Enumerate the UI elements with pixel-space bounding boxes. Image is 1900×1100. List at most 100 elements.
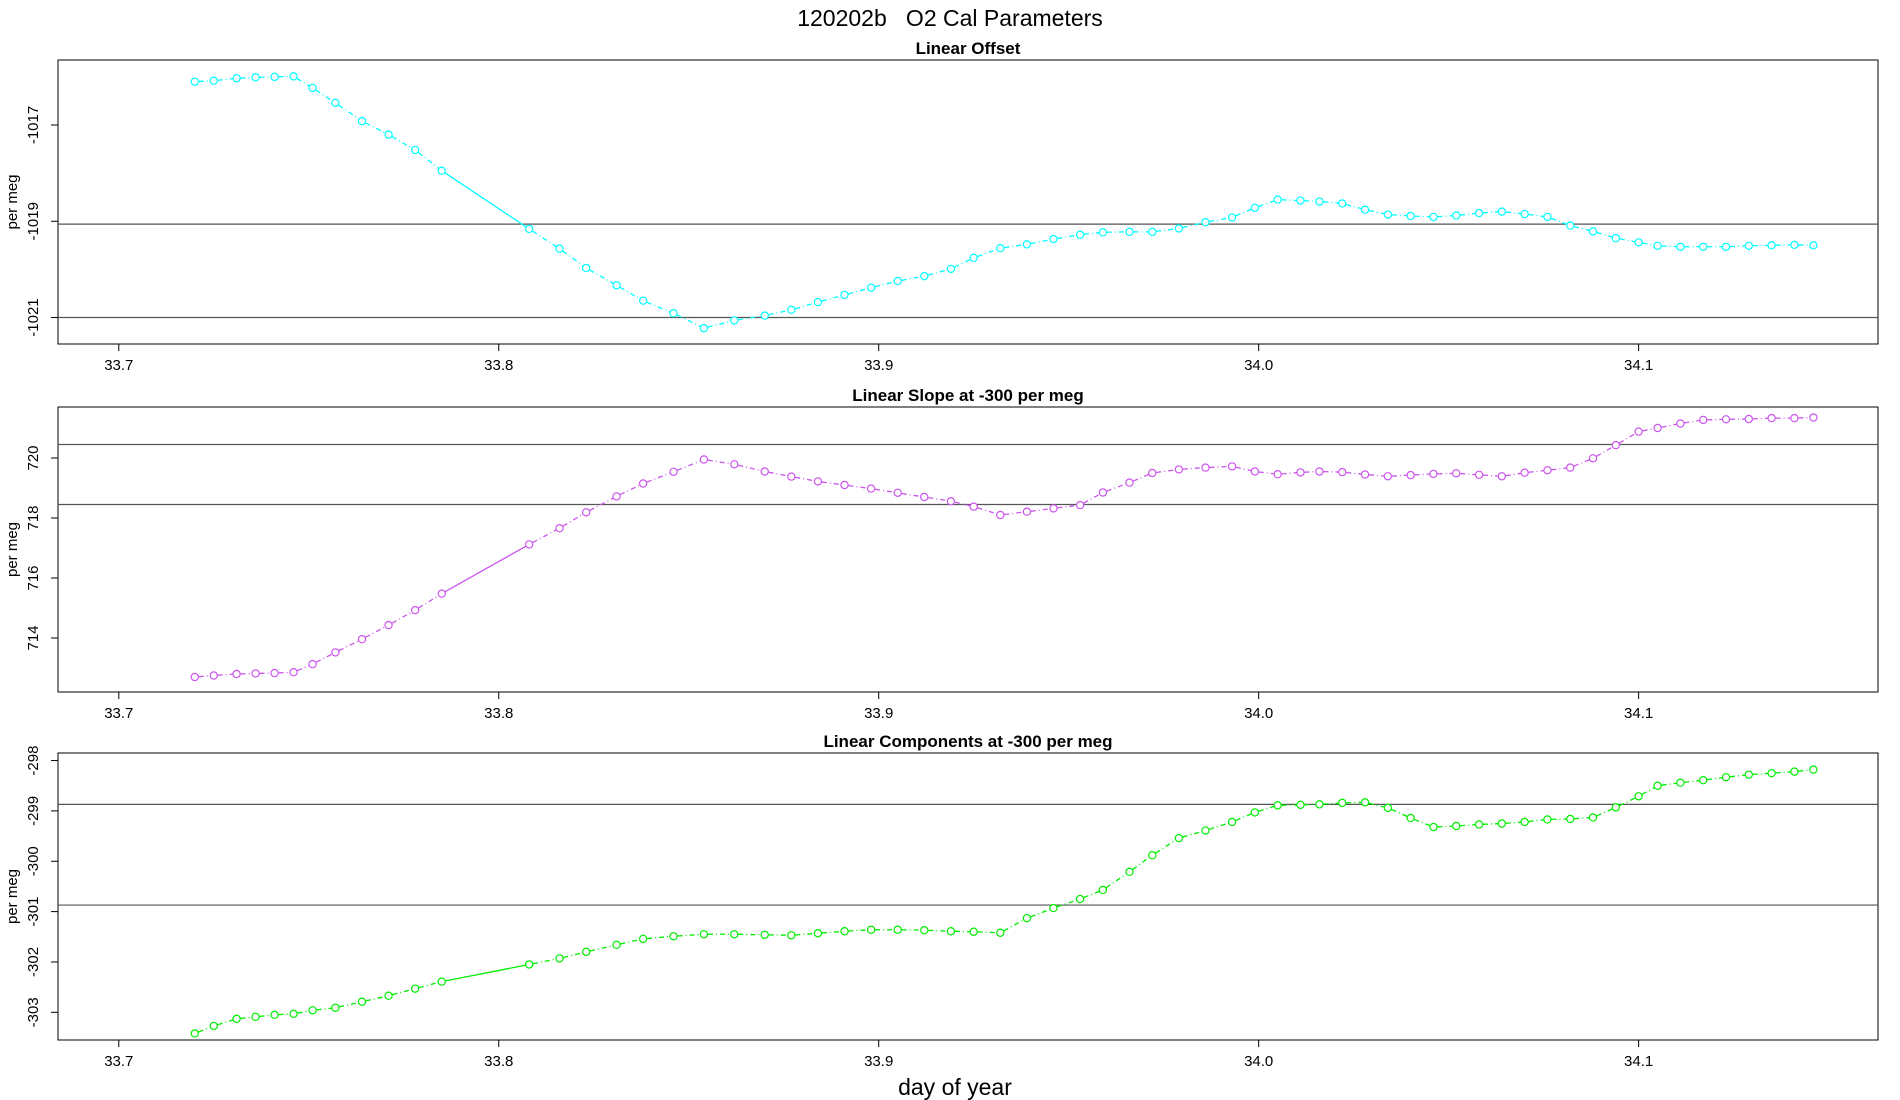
data-point	[699, 323, 709, 333]
data-point	[1566, 221, 1575, 230]
data-point	[1699, 242, 1708, 251]
series-segment	[441, 170, 530, 230]
data-point	[1383, 472, 1393, 481]
series-segment	[703, 319, 735, 329]
data-point	[893, 276, 902, 286]
data-point	[866, 283, 876, 292]
data-point	[1148, 468, 1157, 478]
data-point	[1383, 803, 1393, 813]
series-segment	[414, 593, 443, 611]
series-segment	[1102, 481, 1130, 494]
y-axis-label: per meg	[4, 522, 21, 577]
data-point	[1474, 820, 1484, 829]
data-point	[1744, 770, 1754, 779]
data-point	[1676, 242, 1685, 251]
x-tick-label: 34.1	[1624, 357, 1653, 374]
data-point	[232, 74, 241, 83]
series-segment	[764, 470, 792, 478]
y-tick-label: 718	[25, 505, 42, 530]
series-segment	[335, 638, 363, 653]
data-point	[232, 669, 241, 679]
data-point	[1809, 241, 1818, 250]
data-point	[787, 931, 796, 940]
data-point	[638, 296, 648, 305]
series-segment	[703, 458, 735, 465]
data-point	[209, 1021, 218, 1031]
series-segment	[791, 475, 819, 483]
series-segment	[764, 934, 792, 936]
data-point	[1452, 211, 1461, 220]
data-point	[251, 73, 260, 82]
y-tick-label: 716	[25, 565, 42, 590]
data-point	[270, 1010, 279, 1020]
data-point	[190, 1029, 199, 1038]
data-point	[1174, 224, 1184, 233]
y-tick-label: -303	[25, 997, 42, 1027]
data-point	[1250, 808, 1260, 817]
plot-frame	[57, 752, 1879, 1041]
data-point	[1201, 463, 1210, 472]
series-segment	[585, 944, 617, 953]
series-segment	[361, 120, 389, 136]
data-point	[1406, 211, 1415, 221]
y-tick-label: -1019	[25, 202, 42, 240]
data-point	[289, 1009, 298, 1019]
data-point	[308, 83, 317, 93]
x-tick-label: 33.9	[864, 357, 893, 374]
data-point	[840, 927, 849, 936]
data-point	[1098, 885, 1108, 895]
chart-panel-3: Linear Components at -300 per meg 33.7 33.…	[4, 732, 1879, 1070]
data-point	[1174, 833, 1184, 843]
data-point	[1744, 414, 1754, 424]
series-segment	[973, 247, 1001, 259]
data-point	[1250, 203, 1260, 212]
data-point	[410, 984, 420, 993]
data-point	[1653, 781, 1662, 790]
data-point	[1452, 821, 1461, 831]
data-point	[437, 977, 446, 986]
data-point	[1075, 500, 1085, 510]
data-point	[866, 925, 876, 934]
data-point	[813, 297, 823, 307]
data-point	[1520, 209, 1529, 219]
y-axis-label: per meg	[4, 174, 21, 229]
data-point	[1566, 463, 1575, 472]
data-point	[638, 479, 648, 488]
data-point	[384, 620, 393, 630]
data-point	[1201, 826, 1210, 835]
series-segment	[897, 275, 925, 282]
data-point	[1790, 240, 1799, 250]
series-segment	[999, 917, 1028, 934]
series-segment	[1053, 234, 1081, 240]
data-point	[893, 925, 902, 934]
series-segment	[924, 268, 952, 277]
series-segment	[335, 102, 363, 122]
series-segment	[924, 496, 952, 502]
data-point	[581, 263, 591, 273]
panel-title: Linear Components at -300 per meg	[823, 732, 1112, 751]
plot-frame	[57, 59, 1879, 345]
series-segment	[844, 484, 872, 490]
data-point	[1721, 415, 1731, 424]
data-point	[1809, 413, 1818, 422]
data-point	[638, 934, 648, 943]
panel-title: Linear Offset	[916, 39, 1021, 58]
x-tick-label: 34.0	[1244, 705, 1273, 722]
data-point	[1250, 467, 1260, 476]
data-point	[1721, 242, 1731, 251]
data-point	[1075, 894, 1085, 904]
y-tick-label: -1017	[25, 106, 42, 144]
series-segment	[673, 312, 705, 329]
series-segment	[1592, 444, 1617, 459]
data-point	[969, 927, 978, 936]
series-segment	[1152, 468, 1179, 474]
y-tick-label: -299	[25, 796, 42, 826]
data-point	[357, 635, 367, 644]
data-point	[1338, 199, 1347, 208]
series-segment	[1615, 795, 1639, 808]
data-point	[1588, 813, 1598, 822]
data-point	[308, 1006, 317, 1015]
series-segment	[1205, 216, 1233, 223]
data-point	[1174, 465, 1184, 474]
data-point	[612, 492, 621, 501]
